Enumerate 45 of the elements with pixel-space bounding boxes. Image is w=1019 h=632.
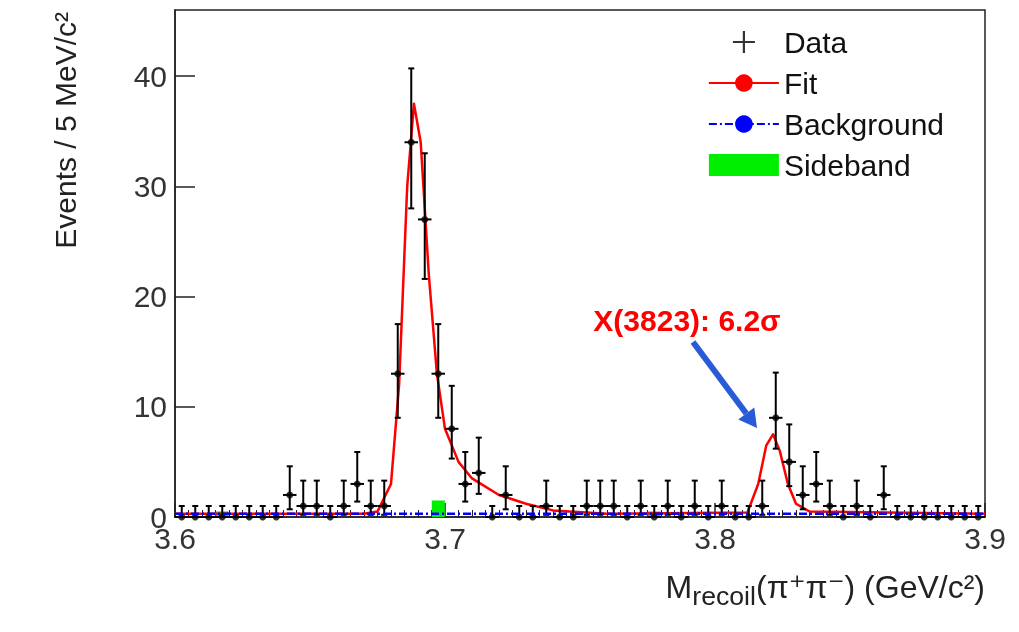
point bbox=[596, 502, 604, 510]
point bbox=[299, 502, 307, 510]
point bbox=[313, 502, 321, 510]
point bbox=[353, 480, 361, 488]
point bbox=[448, 425, 456, 433]
y-axis-title: Events / 5 MeV/c² bbox=[48, 11, 82, 249]
x-axis-title: M$_{recoil}$(π⁺π⁻) (GeV/c²) bbox=[665, 568, 985, 613]
point bbox=[583, 502, 591, 510]
x-tick-label: 3.9 bbox=[964, 521, 1006, 555]
y-tick-label: 10 bbox=[133, 390, 167, 424]
point bbox=[461, 480, 469, 488]
point bbox=[542, 502, 550, 510]
y-tick-label: 30 bbox=[133, 169, 167, 203]
annotation: X(3823): 6.2σ bbox=[593, 303, 781, 337]
point bbox=[785, 458, 793, 466]
point bbox=[421, 215, 429, 223]
point bbox=[340, 502, 348, 510]
x-tick-label: 3.8 bbox=[694, 521, 736, 555]
point bbox=[286, 491, 294, 499]
point bbox=[880, 491, 888, 499]
point bbox=[664, 502, 672, 510]
point bbox=[772, 414, 780, 422]
legend-label: Data bbox=[783, 25, 848, 59]
point bbox=[475, 469, 483, 477]
legend-label: Fit bbox=[783, 66, 818, 100]
point bbox=[799, 491, 807, 499]
point bbox=[380, 502, 388, 510]
legend-label: Sideband bbox=[783, 148, 911, 182]
point bbox=[691, 502, 699, 510]
point bbox=[758, 502, 766, 510]
point bbox=[826, 502, 834, 510]
legend-label: Background bbox=[783, 107, 944, 141]
point bbox=[394, 370, 402, 378]
point bbox=[718, 502, 726, 510]
point bbox=[434, 370, 442, 378]
point bbox=[407, 138, 415, 146]
point bbox=[610, 502, 618, 510]
point bbox=[853, 502, 861, 510]
point bbox=[812, 480, 820, 488]
x-tick-label: 3.7 bbox=[424, 521, 466, 555]
point bbox=[367, 502, 375, 510]
y-tick-label: 20 bbox=[133, 280, 167, 314]
point bbox=[502, 491, 510, 499]
y-tick-label: 40 bbox=[133, 59, 167, 93]
point bbox=[637, 502, 645, 510]
